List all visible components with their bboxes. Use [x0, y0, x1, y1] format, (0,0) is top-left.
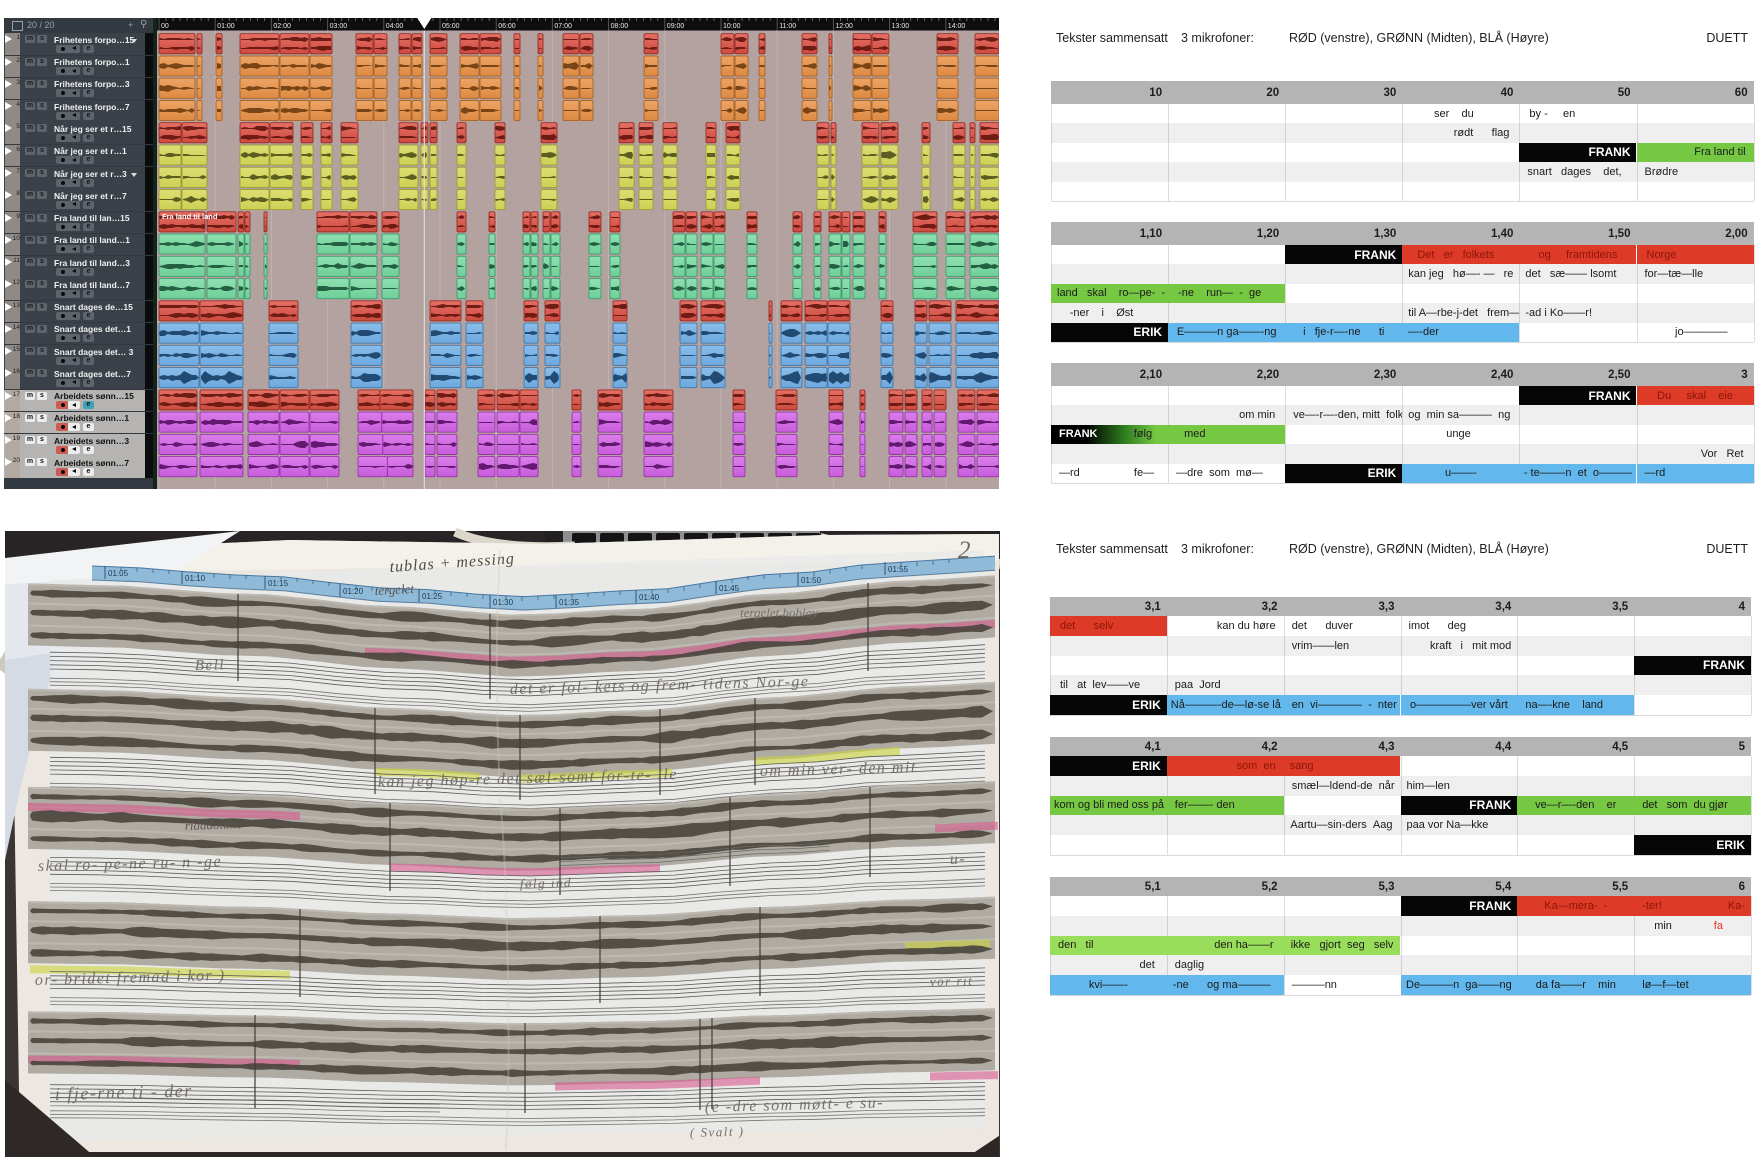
svg-text:(e -dre som møtt- e su-: (e -dre som møtt- e su-	[705, 1094, 885, 1116]
svg-text:01:50: 01:50	[801, 576, 822, 585]
svg-text:ridadoiane: ridadoiane	[185, 816, 243, 833]
svg-text:01:35: 01:35	[559, 598, 580, 607]
svg-text:08:00: 08:00	[611, 23, 629, 30]
svg-text:i fje-rne ti - der: i fje-rne ti - der	[55, 1080, 193, 1104]
svg-text:or- bridet fremad i kor: or- bridet fremad i kor )	[35, 967, 226, 989]
svg-text:06:00: 06:00	[498, 23, 516, 30]
svg-text:skal ro- pe-ne ru- n -ge: skal ro- pe-ne ru- n -ge	[38, 853, 223, 875]
svg-text:tergelet hobloy: tergelet hobloy	[740, 605, 818, 620]
svg-text:01:40: 01:40	[639, 593, 660, 602]
svg-text:01:05: 01:05	[108, 569, 129, 578]
svg-text:01:30: 01:30	[493, 598, 514, 607]
svg-text:Fra land til land: Fra land til land	[162, 212, 218, 221]
svg-text:11:00: 11:00	[779, 23, 796, 30]
svg-text:01:00: 01:00	[217, 23, 235, 30]
svg-text:13:00: 13:00	[892, 23, 910, 30]
svg-text:02:00: 02:00	[273, 23, 291, 30]
svg-text:03:00: 03:00	[330, 23, 348, 30]
svg-text:01:15: 01:15	[268, 579, 289, 588]
svg-text:Bell: Bell	[195, 657, 226, 674]
svg-text:00: 00	[161, 23, 169, 30]
svg-text:04:00: 04:00	[386, 23, 404, 30]
svg-text:10:00: 10:00	[723, 23, 741, 30]
svg-text:2: 2	[958, 537, 971, 564]
svg-text:01:25: 01:25	[422, 592, 443, 601]
svg-text:05:00: 05:00	[442, 23, 460, 30]
svg-text:12:00: 12:00	[835, 23, 853, 30]
svg-text:07:00: 07:00	[554, 23, 572, 30]
svg-text:01:20: 01:20	[343, 587, 364, 596]
svg-text:01:45: 01:45	[719, 584, 740, 593]
svg-text:følg ind: følg ind	[520, 875, 572, 891]
svg-text:01:55: 01:55	[888, 565, 909, 574]
svg-text:u-: u-	[950, 851, 967, 868]
svg-text:01:10: 01:10	[185, 574, 206, 583]
svg-text:09:00: 09:00	[667, 23, 685, 30]
svg-text:( Svalt ): ( Svalt )	[690, 1124, 745, 1140]
svg-text:14:00: 14:00	[948, 23, 966, 30]
svg-text:tergelet: tergelet	[374, 581, 414, 598]
svg-text:vor rit: vor rit	[930, 973, 974, 989]
svg-text:om min ver- den mit: om min ver- den mit	[760, 759, 917, 780]
